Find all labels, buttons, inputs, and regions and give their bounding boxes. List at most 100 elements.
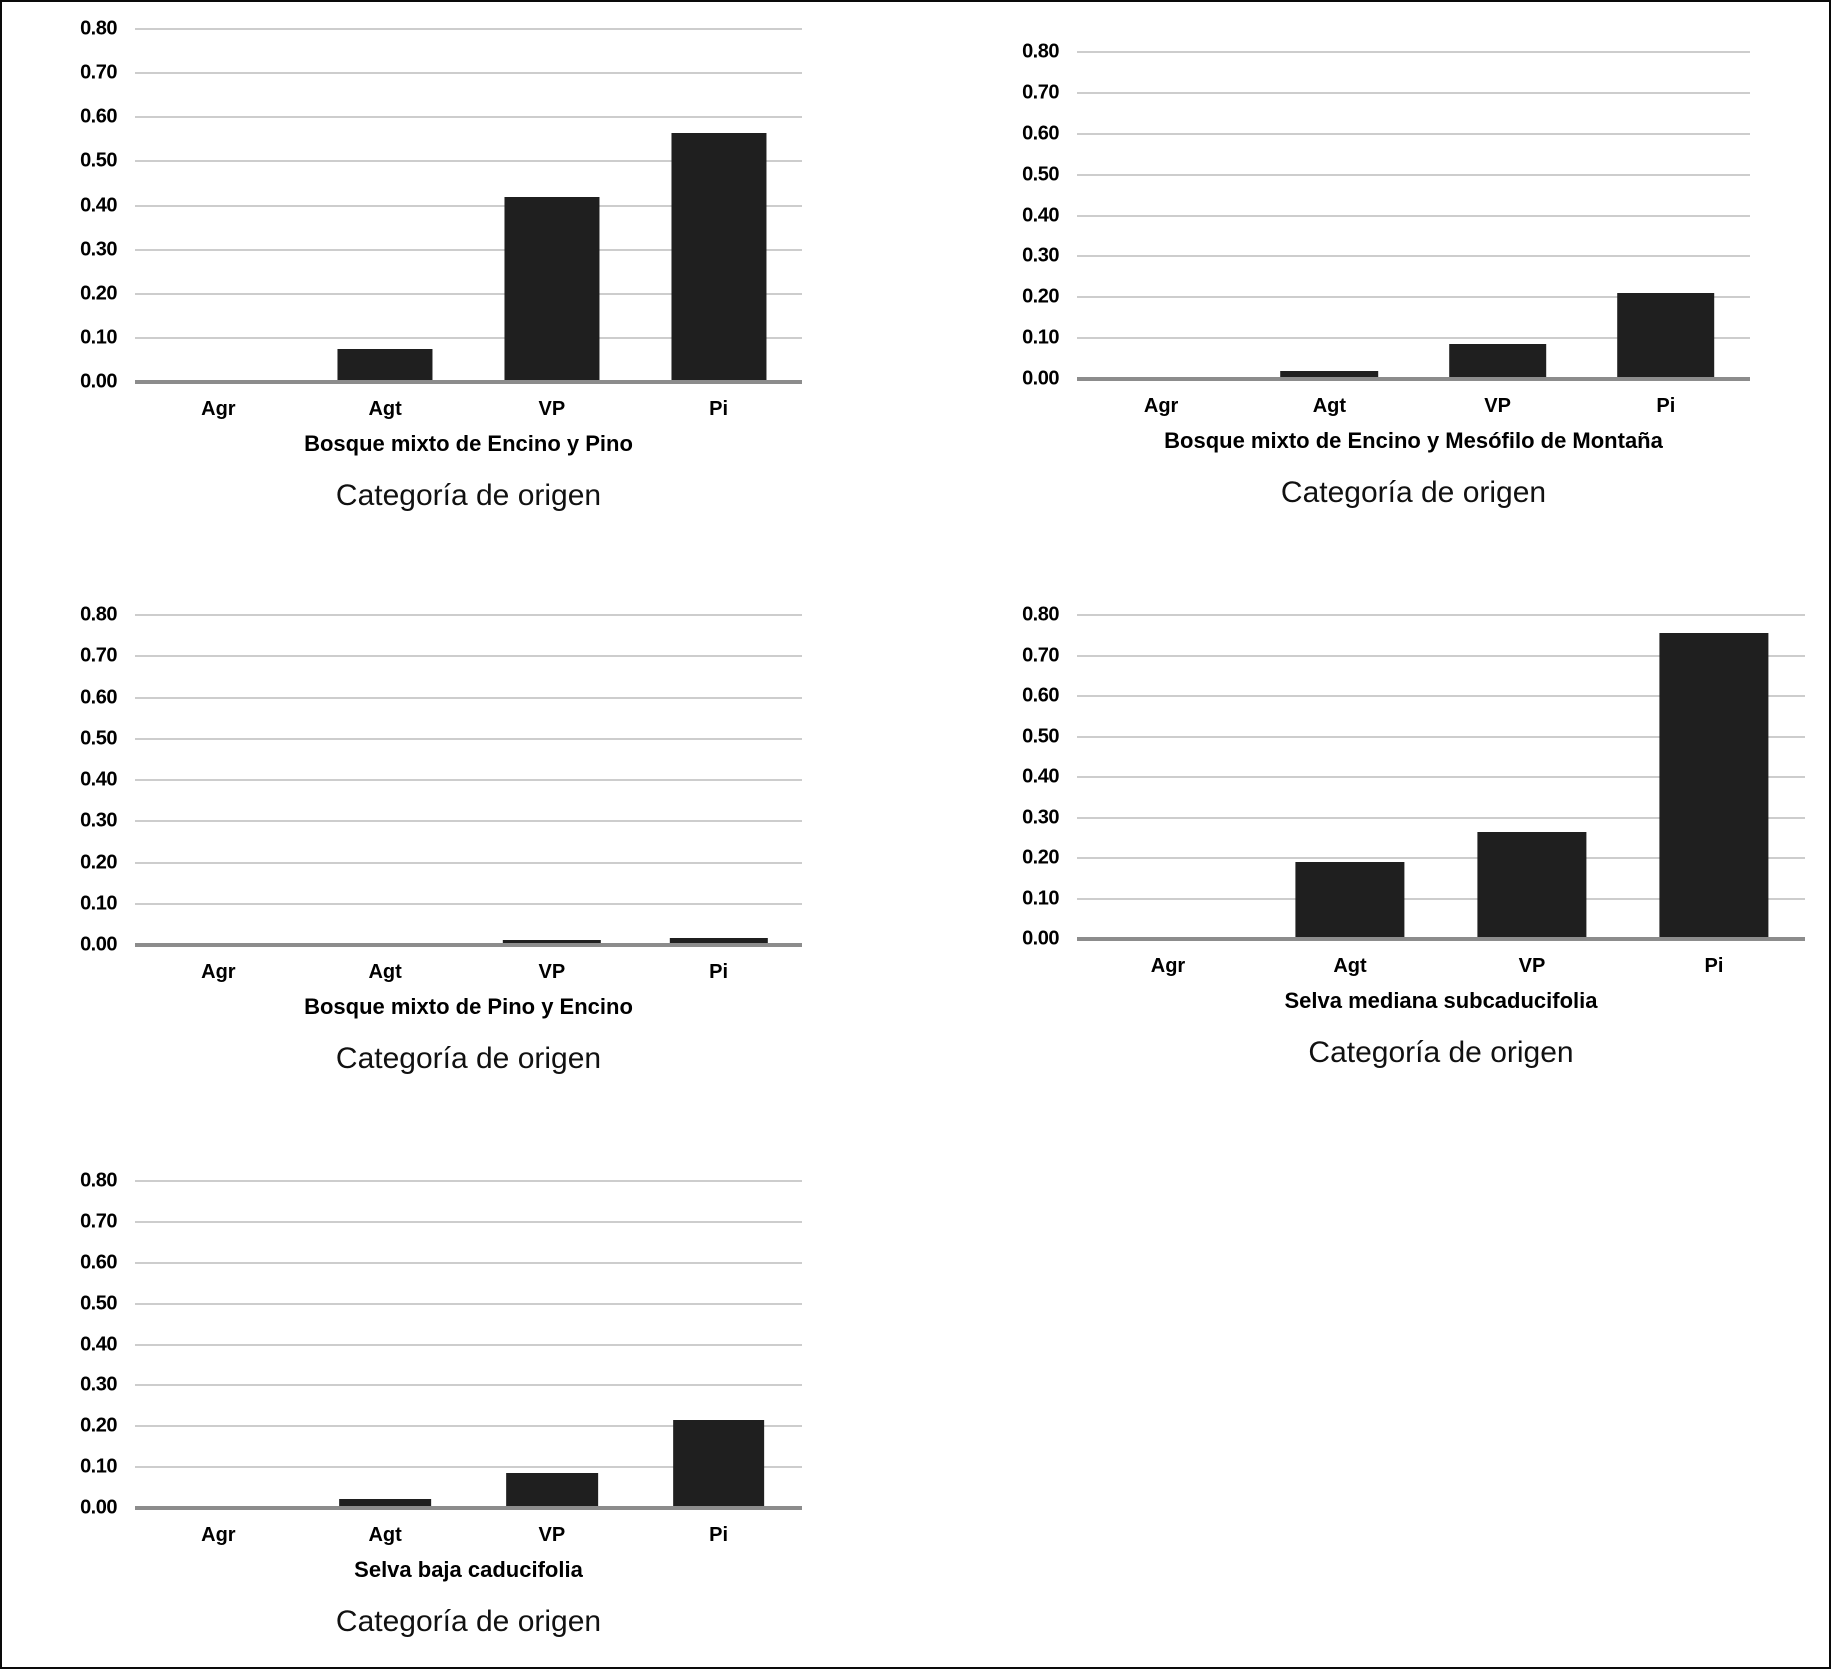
gridline bbox=[1077, 654, 1805, 657]
gridline bbox=[135, 1425, 802, 1428]
y-axis-tick-labels: 0.80 0.70 0.60 0.50 0.40 0.30 0.20 0.10 0.00 bbox=[65, 1170, 135, 1519]
bar-Agt bbox=[1280, 370, 1379, 379]
bar-Pi bbox=[1659, 633, 1769, 939]
x-category-label: Pi bbox=[709, 961, 729, 983]
bar-slot-Pi bbox=[635, 615, 802, 945]
gridline bbox=[135, 614, 802, 616]
gridline bbox=[135, 820, 802, 823]
y-tick-label: 0.30 bbox=[80, 238, 117, 261]
bar-series bbox=[135, 1181, 802, 1508]
y-tick-label: 0.10 bbox=[1022, 326, 1059, 349]
y-tick-label: 0.70 bbox=[80, 644, 117, 667]
y-axis-tick-labels: 0.80 0.70 0.60 0.50 0.40 0.30 0.20 0.10 0.00 bbox=[1007, 41, 1077, 390]
bar-Pi bbox=[1617, 293, 1715, 379]
gridline bbox=[135, 737, 802, 740]
bar-slot-Pi bbox=[635, 29, 802, 382]
x-axis-group-label: Selva mediana subcaducifolia bbox=[1284, 988, 1598, 1013]
bar-VP bbox=[506, 1473, 598, 1508]
gridline bbox=[1077, 214, 1750, 217]
gridline bbox=[135, 1220, 802, 1223]
bar-Pi bbox=[669, 938, 768, 945]
x-category-label: Agt bbox=[368, 1524, 402, 1546]
bar-slot-Agt bbox=[302, 615, 469, 945]
y-tick-label: 0.60 bbox=[80, 105, 117, 128]
gridline bbox=[135, 28, 802, 30]
y-tick-label: 0.30 bbox=[80, 809, 117, 832]
bar-Agt bbox=[337, 348, 433, 382]
gridline bbox=[135, 204, 802, 207]
gridline bbox=[1077, 735, 1805, 738]
bar-slot-VP bbox=[469, 29, 636, 382]
y-tick-label: 0.50 bbox=[1022, 163, 1059, 186]
gridline bbox=[135, 655, 802, 658]
gridline bbox=[1077, 614, 1805, 616]
plot-area bbox=[1077, 51, 1750, 381]
y-tick-label: 0.80 bbox=[80, 603, 117, 626]
x-axis-line bbox=[135, 943, 802, 947]
gridline bbox=[135, 1302, 802, 1305]
y-tick-label: 0.50 bbox=[80, 1292, 117, 1315]
x-category-label: Agr bbox=[1150, 955, 1186, 977]
y-tick-label: 0.40 bbox=[1022, 204, 1059, 226]
chart-selva-baja-caducifolia: 0.80 0.70 0.60 0.50 0.40 0.30 0.20 0.10 0.00 Agr… bbox=[65, 1170, 802, 1639]
bar-slot-Agr bbox=[135, 615, 302, 945]
gridline bbox=[135, 72, 802, 75]
gridline bbox=[135, 116, 802, 119]
y-tick-label: 0.00 bbox=[80, 933, 117, 956]
x-category-label: VP bbox=[538, 961, 566, 983]
x-axis-category-labels: Agr Agt VP Pi bbox=[1077, 955, 1805, 978]
y-axis-tick-labels: 0.80 0.70 0.60 0.50 0.40 0.30 0.20 0.10 0.00 bbox=[1007, 604, 1077, 950]
y-tick-label: 0.00 bbox=[1022, 367, 1059, 390]
x-category-label: Pi bbox=[709, 398, 729, 420]
gridline bbox=[1077, 255, 1750, 258]
bar-Pi bbox=[672, 1420, 765, 1508]
bar-VP bbox=[1448, 344, 1547, 379]
gridline bbox=[135, 248, 802, 251]
y-tick-label: 0.80 bbox=[80, 1169, 117, 1192]
x-category-label: Pi bbox=[709, 1524, 729, 1546]
y-tick-label: 0.20 bbox=[1022, 285, 1059, 308]
x-axis-group-label: Selva baja caducifolia bbox=[354, 1557, 583, 1582]
chart-bosque-mixto-pino-encino: 0.80 0.70 0.60 0.50 0.40 0.30 0.20 0.10 0.00 Agr… bbox=[65, 604, 802, 1076]
x-category-label: Agt bbox=[1333, 955, 1367, 977]
x-category-label: VP bbox=[1518, 955, 1546, 977]
x-category-label: Pi bbox=[1656, 395, 1676, 417]
x-axis-category-labels: Agr Agt VP Pi bbox=[135, 961, 802, 984]
y-tick-label: 0.20 bbox=[80, 282, 117, 305]
bar-slot-Agt bbox=[302, 1181, 469, 1508]
plot-area bbox=[135, 1180, 802, 1510]
x-category-label: VP bbox=[538, 398, 566, 420]
x-axis-line bbox=[135, 1506, 802, 1510]
bar-slot-Agr bbox=[1077, 52, 1245, 379]
bar-series bbox=[1077, 615, 1805, 939]
bar-slot-Agt bbox=[1259, 615, 1441, 939]
x-axis-line bbox=[1077, 377, 1750, 381]
gridline bbox=[135, 336, 802, 339]
gridline bbox=[1077, 776, 1805, 778]
bar-series bbox=[135, 615, 802, 945]
bar-slot-VP bbox=[1441, 615, 1623, 939]
y-tick-label: 0.30 bbox=[1022, 806, 1059, 828]
gridline bbox=[1077, 132, 1750, 135]
y-tick-label: 0.80 bbox=[1022, 603, 1059, 626]
y-tick-label: 0.80 bbox=[80, 17, 117, 40]
plot-area bbox=[135, 614, 802, 947]
y-tick-label: 0.70 bbox=[80, 1210, 117, 1233]
x-category-label: Agr bbox=[201, 1524, 236, 1546]
gridline bbox=[135, 1180, 802, 1182]
bar-slot-Agt bbox=[1245, 52, 1413, 379]
y-axis-tick-labels: 0.80 0.70 0.60 0.50 0.40 0.30 0.20 0.10 0.00 bbox=[65, 604, 135, 956]
x-axis-title: Categoría de origen bbox=[335, 1605, 602, 1638]
bar-slot-VP bbox=[1414, 52, 1582, 379]
y-tick-label: 0.60 bbox=[1022, 122, 1059, 145]
y-tick-label: 0.60 bbox=[80, 686, 117, 708]
gridline bbox=[1077, 816, 1805, 819]
x-category-label: Agr bbox=[1143, 395, 1179, 417]
y-tick-label: 0.10 bbox=[1022, 887, 1059, 909]
gridline bbox=[1077, 337, 1750, 340]
y-tick-label: 0.70 bbox=[1022, 644, 1059, 666]
bar-Agt bbox=[339, 1499, 431, 1508]
x-axis-category-labels: Agr Agt VP Pi bbox=[135, 398, 802, 421]
x-axis-line bbox=[1077, 937, 1805, 941]
y-tick-label: 0.20 bbox=[1022, 846, 1059, 869]
